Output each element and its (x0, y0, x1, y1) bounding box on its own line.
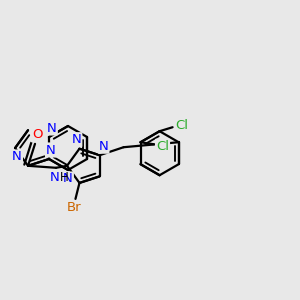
Text: N: N (63, 172, 73, 185)
Text: N: N (47, 122, 57, 134)
Text: N: N (46, 143, 56, 157)
Text: N: N (72, 133, 81, 146)
Text: Cl: Cl (156, 140, 169, 153)
Text: N: N (12, 151, 22, 164)
Text: O: O (32, 128, 42, 141)
Text: N: N (50, 171, 60, 184)
Text: N: N (99, 140, 109, 153)
Text: Cl: Cl (175, 119, 188, 132)
Text: Br: Br (67, 201, 82, 214)
Text: H: H (60, 171, 68, 184)
